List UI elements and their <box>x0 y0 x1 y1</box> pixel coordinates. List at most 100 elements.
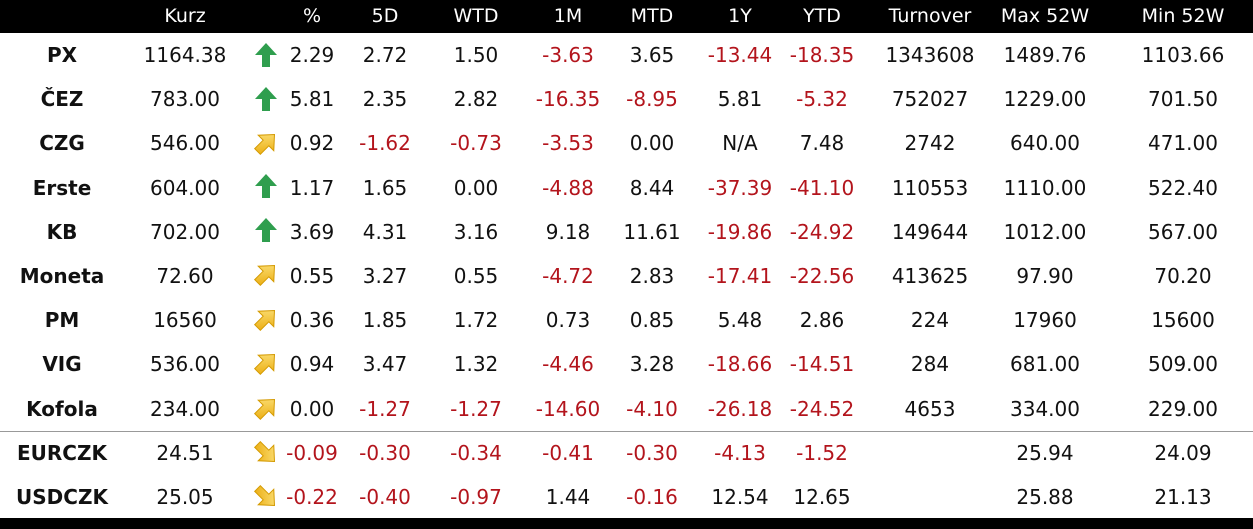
value-cell: -3.63 <box>542 43 594 67</box>
value-cell: 2.82 <box>453 87 499 112</box>
value-cell: -1.27 <box>359 396 411 421</box>
value-cell: 0.00 <box>453 175 499 200</box>
column-header: 5D <box>371 5 399 27</box>
value-cell: 0.73 <box>545 308 591 333</box>
value-cell: 2.72 <box>362 43 408 67</box>
value-cell: 509.00 <box>1148 352 1218 377</box>
value-cell: 1.50 <box>453 43 499 67</box>
value-cell: 1.65 <box>362 175 408 200</box>
value-cell: -3.53 <box>542 131 594 156</box>
down-right-arrow <box>253 440 279 466</box>
value-cell: 1229.00 <box>1003 87 1087 112</box>
ticker: PM <box>44 308 80 333</box>
value-cell: 536.00 <box>150 352 220 377</box>
value-cell: -0.16 <box>626 485 678 509</box>
value-cell: 5.48 <box>717 308 763 333</box>
value-cell: 1343608 <box>885 43 975 67</box>
value-cell: 5.81 <box>717 87 763 112</box>
value-cell: 229.00 <box>1148 396 1218 421</box>
up-right-arrow <box>253 261 279 287</box>
header-bar <box>0 0 1253 33</box>
value-cell: 4653 <box>904 396 956 421</box>
value-cell: -14.51 <box>789 352 855 377</box>
value-cell: 97.90 <box>1016 264 1074 288</box>
value-cell: 1164.38 <box>143 43 227 67</box>
value-cell: 1110.00 <box>1003 175 1087 200</box>
column-header: Min 52W <box>1141 5 1225 27</box>
value-cell: 70.20 <box>1154 264 1212 288</box>
value-cell: -0.97 <box>450 485 502 509</box>
value-cell: 3.28 <box>629 352 675 377</box>
column-header: % <box>302 5 322 27</box>
down-right-arrow <box>253 484 279 510</box>
value-cell: 12.65 <box>793 485 851 509</box>
value-cell: -18.35 <box>789 43 855 67</box>
column-header: YTD <box>803 5 841 27</box>
column-header: MTD <box>630 5 674 27</box>
value-cell: 21.13 <box>1154 485 1212 509</box>
value-cell: 2.29 <box>289 43 335 67</box>
value-cell: 334.00 <box>1010 396 1080 421</box>
value-cell: 17960 <box>1013 308 1077 333</box>
value-cell: -4.88 <box>542 175 594 200</box>
value-cell: -8.95 <box>626 87 678 112</box>
value-cell: 15600 <box>1151 308 1215 333</box>
value-cell: -18.66 <box>707 352 773 377</box>
value-cell: -19.86 <box>707 219 773 244</box>
value-cell: -22.56 <box>789 264 855 288</box>
ticker: ČEZ <box>40 87 84 112</box>
value-cell: -14.60 <box>535 396 601 421</box>
value-cell: -37.39 <box>707 175 773 200</box>
value-cell: -17.41 <box>707 264 773 288</box>
value-cell: 0.92 <box>289 131 335 156</box>
ticker: Moneta <box>19 264 105 288</box>
value-cell: 2.86 <box>799 308 845 333</box>
ticker: KB <box>46 219 78 244</box>
value-cell: -24.52 <box>789 396 855 421</box>
value-cell: 0.85 <box>629 308 675 333</box>
value-cell: 149644 <box>891 219 969 244</box>
value-cell: -4.46 <box>542 352 594 377</box>
column-header: Turnover <box>888 5 972 27</box>
value-cell: 2.35 <box>362 87 408 112</box>
value-cell: 3.27 <box>362 264 408 288</box>
value-cell: 1.85 <box>362 308 408 333</box>
up-right-arrow <box>253 395 279 421</box>
value-cell: -0.34 <box>450 440 502 465</box>
value-cell: 1489.76 <box>1003 43 1087 67</box>
value-cell: 25.94 <box>1016 440 1074 465</box>
value-cell: 12.54 <box>711 485 769 509</box>
value-cell: -1.62 <box>359 131 411 156</box>
value-cell: -0.73 <box>450 131 502 156</box>
ticker: Erste <box>32 175 92 200</box>
value-cell: N/A <box>722 131 758 156</box>
value-cell: 234.00 <box>150 396 220 421</box>
value-cell: -26.18 <box>707 396 773 421</box>
ticker: EURCZK <box>17 440 107 465</box>
ticker: USDCZK <box>16 485 108 509</box>
value-cell: 0.00 <box>289 396 335 421</box>
value-cell: 604.00 <box>150 175 220 200</box>
value-cell: 0.94 <box>289 352 335 377</box>
value-cell: -0.40 <box>359 485 411 509</box>
value-cell: 0.00 <box>629 131 675 156</box>
column-header: Kurz <box>164 5 206 27</box>
value-cell: -13.44 <box>707 43 773 67</box>
value-cell: -5.32 <box>796 87 848 112</box>
value-cell: 701.50 <box>1148 87 1218 112</box>
value-cell: 3.69 <box>289 219 335 244</box>
up-arrow <box>255 43 277 67</box>
value-cell: 25.05 <box>156 485 214 509</box>
ticker: VIG <box>42 352 82 377</box>
value-cell: 0.55 <box>453 264 499 288</box>
value-cell: 471.00 <box>1148 131 1218 156</box>
value-cell: -0.22 <box>286 485 338 509</box>
value-cell: 110553 <box>891 175 969 200</box>
value-cell: 25.88 <box>1016 485 1074 509</box>
value-cell: 11.61 <box>623 219 681 244</box>
value-cell: 4.31 <box>362 219 408 244</box>
value-cell: 284 <box>910 352 950 377</box>
ticker: Kofola <box>26 396 98 421</box>
value-cell: 546.00 <box>150 131 220 156</box>
value-cell: 0.55 <box>289 264 335 288</box>
